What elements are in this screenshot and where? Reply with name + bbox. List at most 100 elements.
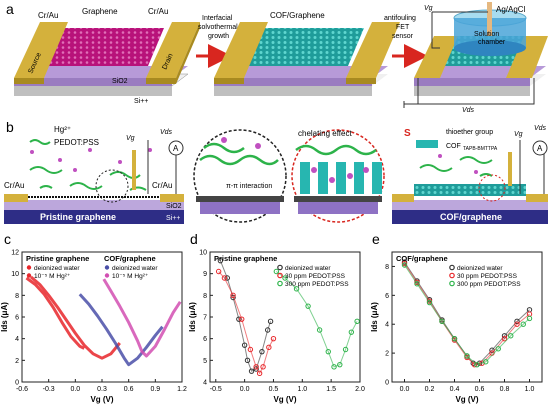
legend-swatch-d-1: [277, 272, 283, 279]
data-point-d-0: [217, 257, 224, 264]
data-point-e-2: [474, 361, 480, 368]
x-tick-label-d: 0.5: [269, 386, 279, 393]
arrow1-line1: Interfacial: [202, 15, 233, 22]
thioether-s: S: [404, 128, 411, 139]
data-point-d-0: [248, 368, 255, 374]
x-tick-label-c: 0.0: [70, 386, 80, 393]
y-tick-label-c: 12: [11, 250, 19, 257]
data-point-d-2: [316, 327, 323, 333]
y-tick-label-c: 0: [15, 380, 19, 387]
x-tick-label-e: 0.0: [400, 386, 410, 393]
data-point-e-1: [514, 321, 520, 327]
data-point-e-1: [526, 311, 533, 317]
device-sensor: [403, 2, 548, 108]
data-point-d-2: [305, 303, 311, 309]
series-line-c-0: [25, 276, 85, 350]
y-tick-label-c: 8: [15, 293, 19, 300]
y-tick-label-c: 6: [15, 315, 19, 322]
zoom-chelating: [291, 129, 385, 223]
x-tick-label-e: 0.6: [475, 386, 485, 393]
sio2-b: SiO2: [166, 203, 182, 210]
data-point-d-0: [224, 275, 231, 281]
x-axis-label-e: Vg (V): [455, 395, 478, 404]
series-line-d-2: [276, 271, 358, 368]
chart-title-d: Pristine graphene: [214, 254, 277, 263]
data-point-e-2: [451, 335, 458, 342]
plot-frame-e: [391, 251, 543, 383]
arrow1-line3: growth: [208, 33, 229, 40]
data-point-e-2: [526, 315, 533, 322]
legend-pedot: PEDOT:PSS: [54, 138, 99, 147]
data-point-e-2: [483, 359, 489, 365]
data-point-d-2: [282, 275, 288, 281]
agagcl-label: Ag/AgCl: [496, 5, 526, 14]
y-tick-label-c: 2: [15, 358, 19, 365]
y-tick-label-d: 5: [203, 358, 207, 365]
panel-label-b: b: [6, 119, 14, 135]
data-point-d-1: [215, 268, 222, 275]
data-point-e-2: [401, 262, 408, 268]
x-tick-label-c: 0.3: [97, 386, 107, 393]
legend-swatch-c-1-0: [104, 265, 110, 270]
series-line-d-1: [218, 271, 274, 375]
panel-label-c: c: [4, 231, 11, 247]
pi-pi-label: π-π interaction: [226, 183, 272, 190]
panel-label-a: a: [6, 1, 14, 17]
series-line-e-2: [404, 264, 530, 366]
device-graphene: [13, 22, 200, 96]
sio2-label: SiO2: [112, 78, 128, 85]
y-tick-label-e: 0: [385, 380, 389, 387]
chamber-line1: Solution: [474, 31, 499, 38]
data-point-d-1: [230, 292, 236, 299]
data-point-d-1: [266, 344, 272, 351]
si-b: Si++: [166, 215, 180, 222]
series-line-c-2: [78, 293, 164, 367]
ammeter-b2: A: [537, 144, 543, 153]
data-point-e-1: [501, 335, 508, 342]
data-point-d-1: [270, 335, 277, 342]
y-tick-label-e: 8: [385, 264, 389, 271]
y-tick-label-d: 8: [203, 293, 207, 300]
graphene-label: Graphene: [82, 7, 118, 16]
data-point-d-0: [244, 357, 251, 364]
vg-label-b2: Vg: [514, 131, 523, 138]
legend-entry-d-0: deionized water: [285, 265, 331, 272]
pristine-cross-section: [4, 140, 184, 224]
legend-entry-e-2: 300 ppm PEDOT:PSS: [457, 281, 521, 288]
legend-swatch-d-0: [277, 264, 283, 271]
x-axis-label-c: Vg (V): [90, 395, 113, 404]
data-point-d-0: [241, 342, 248, 348]
series-line-c-1: [29, 275, 121, 360]
y-axis-label-e: Ids (μA): [370, 302, 379, 332]
cr-au-right-label: Cr/Au: [148, 7, 168, 16]
x-tick-label-d: -0.5: [210, 386, 222, 393]
x-tick-label-e: 1.0: [525, 386, 535, 393]
series-line-e-0: [404, 261, 530, 364]
cr-au-b-left: Cr/Au: [4, 181, 24, 190]
legend-swatch-d-2: [277, 280, 283, 287]
x-tick-label-c: -0.6: [16, 386, 28, 393]
chelating-label: chelating effect: [298, 129, 352, 138]
y-tick-label-e: 6: [385, 293, 389, 300]
series-line-c-3: [102, 278, 182, 358]
data-point-d-1: [256, 370, 263, 377]
data-point-e-2: [414, 281, 420, 287]
series-line-e-1: [404, 263, 530, 366]
series-line-d-0: [219, 260, 272, 372]
cof-graphene-title: COF/Graphene: [270, 11, 325, 20]
x-tick-label-e: 0.8: [500, 386, 510, 393]
x-tick-label-c: 1.2: [177, 386, 187, 393]
data-point-d-0: [259, 348, 265, 355]
y-tick-label-d: 9: [203, 271, 207, 278]
data-point-d-1: [239, 316, 245, 322]
x-tick-label-d: 1.5: [326, 386, 336, 393]
vds-label-a: Vds: [462, 107, 475, 114]
cof-sub-label: TAPB-BMTTPA: [463, 146, 498, 152]
legend-entry-d-2: 300 ppm PEDOT:PSS: [285, 281, 349, 288]
data-point-d-0: [267, 318, 274, 325]
vds-label-b2: Vds: [534, 125, 547, 132]
panel-label-e: e: [372, 231, 380, 247]
y-tick-label-d: 6: [203, 336, 207, 343]
legend-swatch-c-0-0: [26, 265, 32, 270]
